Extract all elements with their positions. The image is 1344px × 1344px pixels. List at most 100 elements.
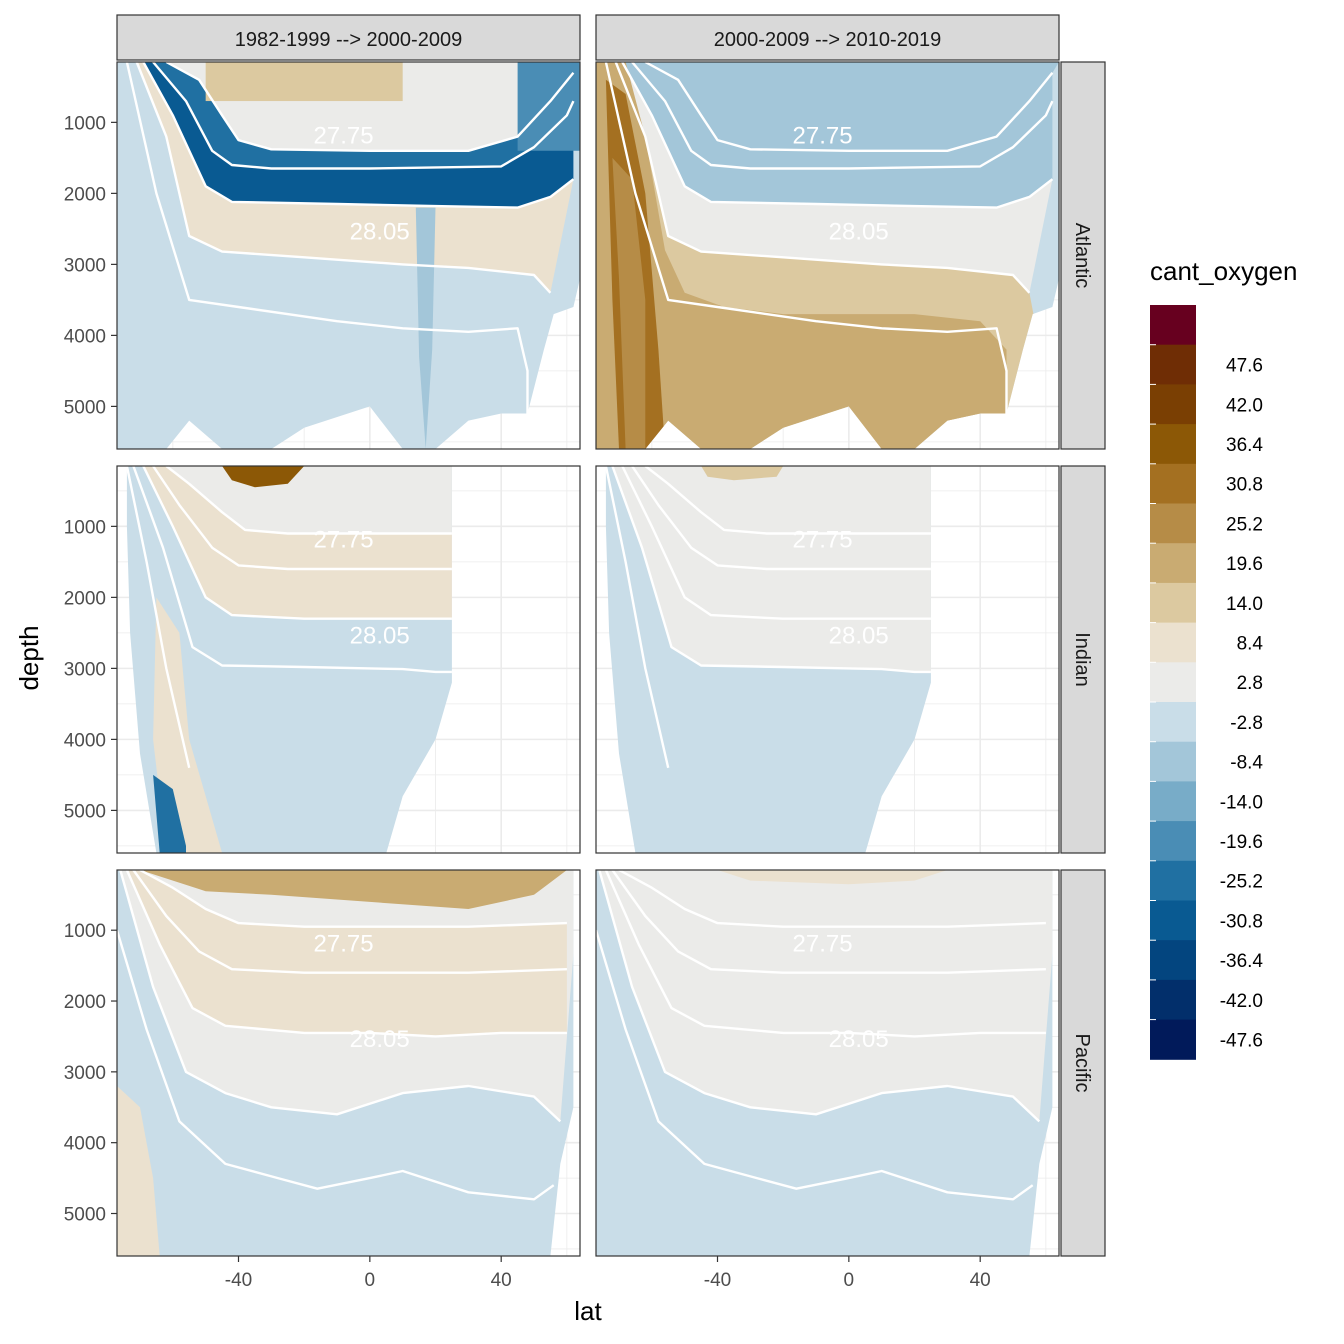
- isopycnal-line: [621, 61, 1054, 209]
- isopycnal-line: [125, 465, 191, 769]
- legend-swatch: [1150, 940, 1196, 981]
- y-tick-label: 2000: [64, 588, 106, 609]
- isopycnal-line: [165, 465, 452, 535]
- contour-label: 28.05: [829, 1026, 889, 1053]
- isopycnal-line: [618, 868, 1046, 928]
- row-strip-label: Atlantic: [1071, 223, 1093, 289]
- column-strip-label: 1982-1999 --> 2000-2009: [235, 29, 462, 51]
- panel-border: [595, 465, 1060, 854]
- isopycnal-line: [611, 869, 1046, 974]
- x-tick-label: 40: [970, 1270, 991, 1291]
- panel-atlantic-col2: 27.75 28.05: [595, 60, 1060, 450]
- panel-atlantic-col1: 27.75 28.05: [116, 60, 581, 450]
- y-tick-label: 1000: [64, 113, 106, 134]
- x-axis-title: lat: [574, 1296, 602, 1326]
- fill-band: [596, 62, 1059, 151]
- y-tick-label: 2000: [64, 184, 106, 205]
- isopycnal-line: [152, 465, 452, 571]
- legend-label: -47.6: [1220, 1030, 1263, 1051]
- legend-label: -36.4: [1220, 951, 1264, 972]
- contour-fill: [126, 466, 452, 853]
- isopycnal-line: [604, 465, 670, 769]
- y-tick-label: 3000: [64, 659, 106, 680]
- fill-band: [205, 62, 403, 102]
- row-strip-label: Pacific: [1071, 1034, 1093, 1093]
- fill-band: [153, 774, 186, 853]
- legend-swatch: [1150, 979, 1196, 1021]
- column-strip: [116, 14, 581, 61]
- legend-swatch: [1150, 305, 1196, 346]
- contour-label: 27.75: [793, 930, 853, 957]
- column-strip-label: 2000-2009 --> 2010-2019: [714, 29, 941, 51]
- y-tick-label: 1000: [64, 517, 106, 538]
- y-tick-label: 4000: [64, 1134, 106, 1155]
- isopycnal-line: [135, 61, 552, 294]
- legend-swatch: [1150, 662, 1196, 703]
- fill-band: [143, 62, 574, 208]
- fill-band: [596, 870, 1053, 1122]
- y-tick-label: 5000: [64, 801, 106, 822]
- contour-label: 27.75: [314, 930, 374, 957]
- contour-label: 28.05: [829, 219, 889, 246]
- panel-border: [116, 61, 581, 450]
- y-tick-label: 3000: [64, 255, 106, 276]
- y-tick-label: 4000: [64, 730, 106, 751]
- legend-label: -2.8: [1230, 713, 1263, 734]
- isopycnal-line: [142, 465, 452, 620]
- isopycnal-line: [594, 929, 1034, 1201]
- isopycnal-line: [142, 61, 575, 209]
- isopycnal-line: [125, 61, 529, 421]
- contour-fill: [596, 870, 1053, 1256]
- legend-swatch: [1150, 1019, 1196, 1060]
- isopycnal-line: [598, 869, 1041, 1123]
- legend-swatch: [1150, 702, 1196, 743]
- legend-label: -25.2: [1220, 872, 1263, 893]
- contour-fill: [605, 466, 931, 853]
- legend-swatch: [1150, 543, 1196, 584]
- isopycnal-line: [614, 61, 1031, 294]
- legend: cant_oxygen 47.6 42.0 36.4 30.8 25.2 19.6 14.0…: [1150, 256, 1297, 1060]
- fill-band: [117, 1086, 160, 1256]
- isopycnal-line: [115, 929, 555, 1201]
- legend-swatch: [1150, 622, 1196, 663]
- isopycnal-line: [132, 869, 567, 974]
- contour-label: 28.05: [350, 1026, 410, 1053]
- legend-swatch: [1150, 463, 1196, 504]
- fill-band: [143, 466, 452, 619]
- isopycnal-line: [125, 869, 567, 1038]
- isopycnal-line: [132, 465, 452, 674]
- isopycnal-line: [165, 60, 575, 153]
- y-tick-label: 5000: [64, 1205, 106, 1226]
- x-tick-label: 0: [365, 1270, 376, 1291]
- legend-label: 19.6: [1226, 554, 1263, 575]
- legend-label: 30.8: [1226, 475, 1263, 496]
- fill-band: [701, 466, 784, 481]
- facet-strips: 1982-1999 --> 2000-2009 2000-2009 --> 201…: [116, 14, 1106, 1257]
- x-tick-label: -40: [225, 1270, 252, 1291]
- isopycnal-line: [644, 60, 1054, 153]
- fill-band: [612, 157, 646, 449]
- legend-swatch: [1150, 900, 1196, 941]
- legend-swatch: [1150, 384, 1196, 425]
- isopycnal-line: [644, 465, 931, 535]
- x-tick-label: 40: [491, 1270, 512, 1291]
- legend-label: 8.4: [1237, 633, 1264, 654]
- panel-pacific-col1: 27.75 28.05: [115, 868, 581, 1257]
- legend-label: 47.6: [1226, 356, 1263, 377]
- y-tick-label: 5000: [64, 397, 106, 418]
- isopycnal-line: [139, 868, 567, 928]
- isopycnal-line: [631, 61, 1054, 170]
- contour-fill: [596, 62, 1059, 449]
- x-tick-label: -40: [704, 1270, 731, 1291]
- legend-swatch: [1150, 860, 1196, 901]
- legend-swatch: [1150, 344, 1196, 385]
- legend-label: 2.8: [1237, 673, 1263, 694]
- contour-label: 27.75: [314, 527, 374, 554]
- legend-swatch: [1150, 781, 1196, 822]
- y-tick-label: 3000: [64, 1063, 106, 1084]
- row-strip: [1060, 465, 1106, 854]
- legend-label: -19.6: [1220, 832, 1263, 853]
- fill-band: [140, 870, 567, 909]
- panel-border: [595, 869, 1060, 1257]
- legend-swatch: [1150, 821, 1196, 862]
